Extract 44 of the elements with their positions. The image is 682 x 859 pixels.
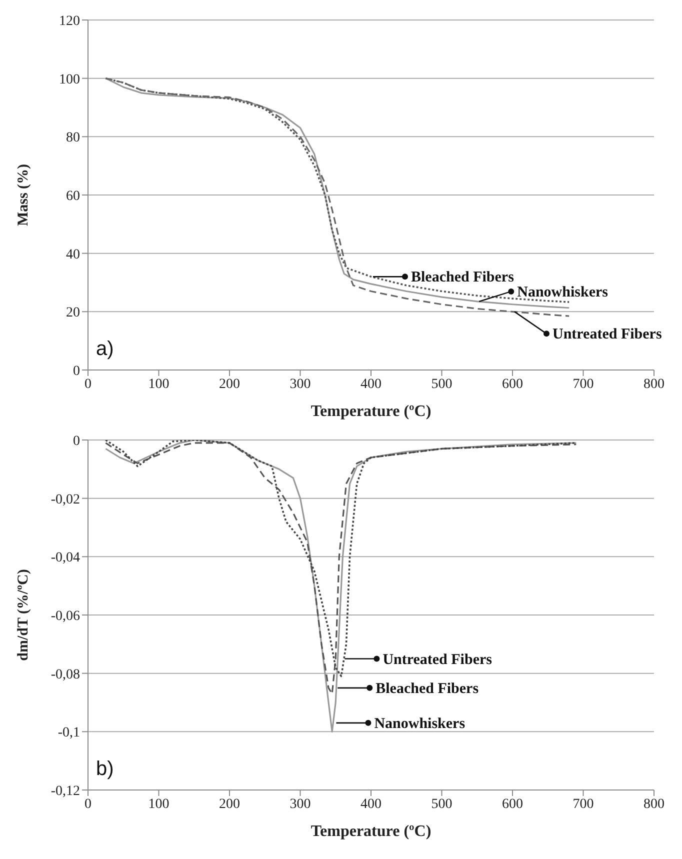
x-tick-label: 700 — [572, 796, 594, 812]
y-tick-label: 120 — [59, 14, 80, 29]
x-tick-label: 300 — [290, 796, 311, 812]
annotation: Untreated Fibers — [382, 652, 492, 668]
annotation: Nanowhiskers — [374, 716, 466, 732]
y-tick-label: 40 — [66, 247, 80, 262]
x-tick-label: 600 — [502, 796, 523, 812]
x-tick-label: 100 — [148, 796, 170, 812]
y-tick-label: 60 — [66, 188, 80, 204]
x-tick-label: 400 — [360, 796, 382, 812]
annotation: Bleached Fibers — [411, 270, 514, 286]
y-tick-label: -0,12 — [50, 784, 80, 799]
x-tick-label: 200 — [219, 796, 240, 812]
x-tick-label: 500 — [431, 796, 452, 812]
annotation: a) — [96, 338, 114, 361]
x-tick-label: 200 — [219, 376, 240, 392]
x-tick-label: 0 — [84, 376, 92, 392]
x-tick-label: 800 — [644, 376, 664, 392]
y-tick-label: 100 — [59, 72, 80, 88]
x-tick-label: 0 — [84, 796, 92, 812]
y-tick-label: 0 — [73, 434, 80, 449]
x-tick-label: 700 — [572, 376, 594, 392]
y-tick-label: -0,04 — [50, 550, 80, 566]
y-tick-label: -0,1 — [58, 726, 80, 741]
y-tick-label: -0,02 — [50, 492, 80, 508]
annotation: Nanowhiskers — [517, 284, 608, 300]
annotation: Untreated Fibers — [552, 326, 662, 343]
x-axis-title: Temperature (ºC) — [310, 823, 432, 840]
y-tick-label: -0,08 — [50, 667, 80, 682]
y-tick-label: -0,06 — [50, 608, 80, 624]
x-tick-label: 400 — [360, 376, 382, 392]
annotation: Bleached Fibers — [376, 680, 479, 697]
x-tick-label: 300 — [290, 376, 311, 392]
x-tick-label: 100 — [148, 376, 170, 392]
x-axis-title: Temperature (ºC) — [310, 403, 432, 420]
y-axis-title: dm/dT (%/ºC) — [15, 569, 32, 661]
y-tick-label: 80 — [66, 130, 80, 146]
y-tick-label: 0 — [73, 364, 80, 379]
x-tick-label: 800 — [644, 796, 664, 812]
x-tick-label: 600 — [502, 376, 523, 392]
x-tick-label: 500 — [431, 376, 452, 392]
annotation: b) — [96, 758, 114, 781]
y-tick-label: 20 — [66, 306, 80, 321]
y-axis-title: Mass (%) — [15, 164, 32, 226]
